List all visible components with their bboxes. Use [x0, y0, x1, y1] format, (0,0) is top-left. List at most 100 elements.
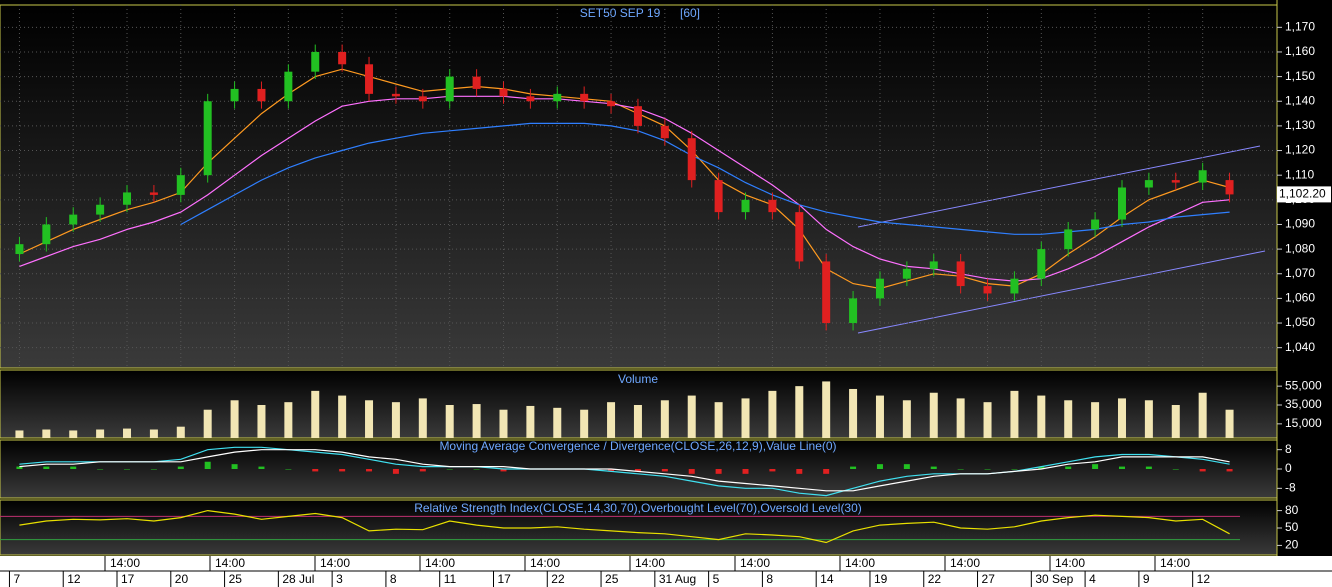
- histogram-bar: [903, 464, 910, 469]
- volume-bar: [607, 402, 616, 438]
- y-tick-label: 50: [1285, 520, 1299, 534]
- histogram-bar: [661, 469, 668, 472]
- y-tick-label: 1,150: [1285, 69, 1315, 83]
- y-tick-label: -8: [1285, 481, 1296, 495]
- histogram-bar: [742, 469, 749, 474]
- y-tick-label: 80: [1285, 503, 1299, 517]
- histogram-bar: [1065, 466, 1072, 469]
- volume-bar: [391, 402, 400, 438]
- moving-average: [19, 95, 1230, 282]
- candle-body: [660, 125, 669, 139]
- volume-bar: [1117, 398, 1126, 438]
- candle-body: [284, 71, 293, 102]
- candle-body: [1225, 180, 1234, 195]
- candle-body: [1091, 219, 1100, 230]
- x-tick-label: 27: [982, 572, 996, 586]
- time-label: 14:00: [320, 556, 350, 570]
- candle-body: [203, 101, 212, 176]
- histogram-bar: [285, 469, 292, 470]
- histogram-bar: [366, 469, 373, 472]
- volume-bar: [553, 407, 562, 438]
- candle-body: [607, 101, 616, 107]
- x-tick-label: 4: [1089, 572, 1096, 586]
- histogram-bar: [1172, 469, 1179, 470]
- last-price-box: [1277, 186, 1331, 203]
- volume-bar: [311, 390, 320, 438]
- histogram-bar: [97, 469, 104, 470]
- y-tick-label: 1,070: [1285, 266, 1315, 280]
- histogram-bar: [43, 466, 50, 469]
- histogram-bar: [339, 469, 346, 472]
- candle-body: [230, 88, 239, 102]
- interval: [60]: [680, 6, 700, 20]
- histogram-bar: [312, 469, 319, 472]
- trend-line: [857, 250, 1266, 334]
- y-tick-label: 1,060: [1285, 291, 1315, 305]
- y-tick-label: 1,140: [1285, 93, 1315, 107]
- volume-bar: [1010, 390, 1019, 438]
- y-tick-label: 1,080: [1285, 241, 1315, 255]
- candle-body: [338, 51, 347, 65]
- candle-body: [1144, 180, 1153, 188]
- histogram-bar: [1092, 464, 1099, 469]
- time-label: 14:00: [1160, 556, 1190, 570]
- chart-title: SET50 SEP 19: [580, 6, 661, 20]
- y-tick-label: 55,000: [1285, 378, 1322, 392]
- y-tick-label: 8: [1285, 442, 1292, 456]
- histogram-bar: [446, 469, 453, 470]
- price-panel: [0, 4, 1278, 369]
- volume-bar: [96, 429, 105, 438]
- volume-bar: [768, 390, 777, 438]
- volume-bar: [203, 409, 212, 438]
- histogram-bar: [769, 469, 776, 472]
- volume-bar: [42, 429, 51, 438]
- x-tick-label: 22: [928, 572, 942, 586]
- x-tick-label: 8: [390, 572, 397, 586]
- volume-bar: [526, 405, 535, 438]
- candle-body: [1037, 249, 1046, 279]
- x-tick-label: 14: [820, 572, 834, 586]
- histogram-bar: [796, 469, 803, 474]
- histogram-bar: [70, 466, 77, 469]
- candle-body: [391, 93, 400, 97]
- y-tick-label: 1,050: [1285, 315, 1315, 329]
- volume-bar: [1037, 395, 1046, 438]
- x-tick-label: 31 Aug: [659, 572, 696, 586]
- volume-bar: [257, 405, 266, 438]
- trend-line: [857, 145, 1261, 228]
- candle-body: [445, 76, 454, 102]
- candle-body: [768, 199, 777, 213]
- volume-bar: [956, 398, 965, 438]
- x-tick-label: 25: [605, 572, 619, 586]
- y-tick-label: 1,120: [1285, 143, 1315, 157]
- volume-bar: [983, 402, 992, 438]
- candle-body: [472, 76, 481, 89]
- candle-body: [176, 175, 185, 195]
- candle-body: [875, 278, 884, 299]
- candle-body: [418, 96, 427, 102]
- x-tick-label: 25: [229, 572, 243, 586]
- moving-average: [180, 122, 1230, 235]
- volume-bar: [365, 400, 374, 438]
- volume-bar: [633, 405, 642, 438]
- histogram-bar: [876, 464, 883, 469]
- panel-title: Moving Average Convergence / Divergence(…: [439, 439, 836, 453]
- indicator-line: [19, 509, 1230, 544]
- time-label: 14:00: [215, 556, 245, 570]
- candle-body: [822, 261, 831, 324]
- x-tick-label: 3: [336, 572, 343, 586]
- candle-body: [526, 96, 535, 102]
- histogram-bar: [500, 469, 507, 472]
- y-tick-label: 1,160: [1285, 44, 1315, 58]
- x-tick-label: 7: [13, 572, 20, 586]
- x-tick-label: 28 Jul: [282, 572, 314, 586]
- candle-body: [741, 199, 750, 213]
- candle-body: [795, 212, 804, 262]
- histogram-bar: [608, 469, 615, 472]
- histogram-bar: [231, 464, 238, 469]
- candle-body: [499, 88, 508, 97]
- candle-body: [1198, 170, 1207, 183]
- time-label: 14:00: [740, 556, 770, 570]
- volume-bar: [929, 392, 938, 438]
- x-tick-label: 17: [121, 572, 135, 586]
